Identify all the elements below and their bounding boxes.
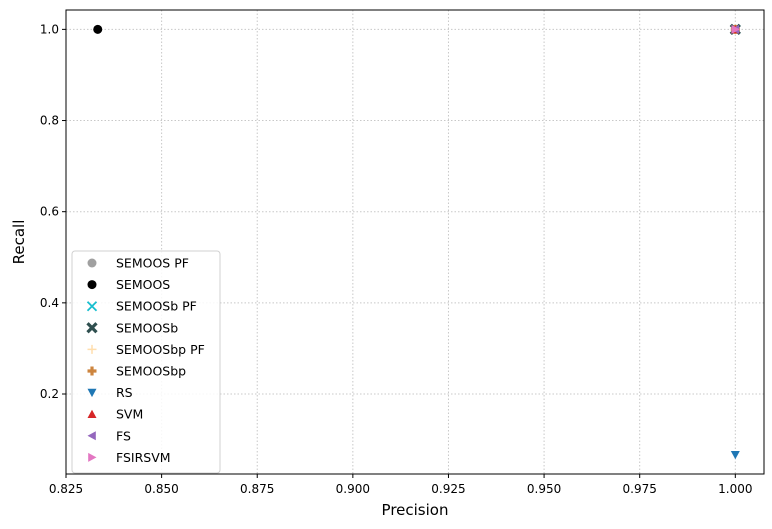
x-tick-label: 0.825 — [49, 482, 83, 496]
legend-label: SEMOOS — [116, 277, 170, 292]
legend-label: RS — [116, 385, 133, 400]
y-tick-label: 0.4 — [40, 296, 59, 310]
x-tick-label: 0.975 — [623, 482, 657, 496]
legend-marker-semoosb-pf — [86, 301, 98, 312]
legend-label: SEMOOSbp PF — [116, 342, 205, 357]
x-tick-label: 0.950 — [527, 482, 561, 496]
x-ticks: 0.825 0.850 0.875 0.900 0.925 0.950 0.975 1.000 — [49, 474, 752, 496]
legend-marker-fs — [87, 431, 96, 441]
legend-label: SEMOOSb — [116, 320, 178, 335]
x-tick-label: 0.850 — [144, 482, 178, 496]
y-tick-label: 0.8 — [40, 114, 59, 128]
legend-marker-fsirsvm — [88, 452, 97, 462]
y-tick-label: 0.2 — [40, 387, 59, 401]
legend-marker-semoosbp-pf — [87, 344, 97, 354]
data-points — [93, 23, 741, 460]
y-axis-label: Recall — [10, 220, 28, 265]
x-tick-label: 0.925 — [431, 482, 465, 496]
legend-marker-semoosbp — [87, 366, 97, 376]
x-axis-label: Precision — [382, 501, 449, 519]
y-tick-label: 1.0 — [40, 22, 59, 36]
legend-label: SVM — [116, 407, 143, 422]
legend-marker-svm — [87, 409, 97, 419]
legend-marker-semoos — [87, 280, 97, 290]
legend-label: SEMOOSbp — [116, 364, 186, 379]
x-tick-label: 0.875 — [240, 482, 274, 496]
data-point-semoos — [93, 24, 103, 34]
legend-box — [71, 250, 221, 474]
axes-frame — [65, 9, 765, 475]
legend: SEMOOS PF SEMOOS SEMOOSb PF SEMOOSb SEMOOSbp… — [71, 250, 221, 474]
legend-label: SEMOOS PF — [116, 256, 189, 271]
legend-marker-semoos-pf — [87, 258, 97, 268]
legend-marker-rs — [87, 388, 97, 398]
x-tick-label: 0.900 — [336, 482, 370, 496]
legend-marker-semoosb — [86, 322, 98, 334]
legend-label: SEMOOSb PF — [116, 299, 197, 314]
x-tick-label: 1.000 — [718, 482, 752, 496]
y-ticks: 0.2 0.4 0.6 0.8 1.0 — [40, 22, 66, 401]
data-point-rs — [730, 450, 740, 460]
data-point-fsirsvm — [731, 24, 740, 34]
legend-label: FSIRSVM — [116, 450, 171, 465]
legend-label: FS — [116, 428, 131, 443]
y-tick-label: 0.6 — [40, 205, 59, 219]
